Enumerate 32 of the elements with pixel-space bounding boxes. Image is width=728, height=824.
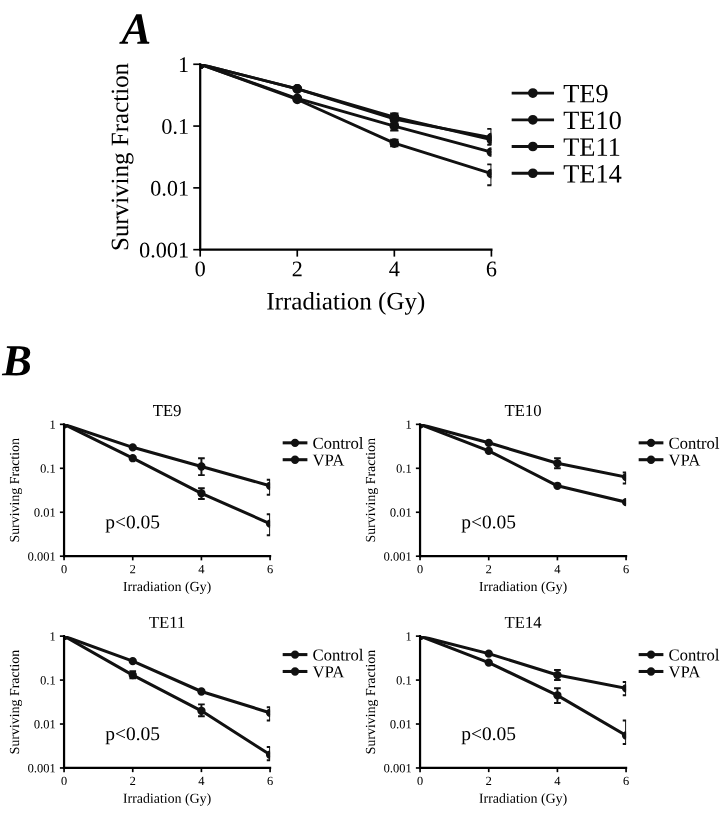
legend-label: VPA xyxy=(312,666,345,678)
y-tick-label: 1 xyxy=(179,57,188,72)
annotation: p<0.05 xyxy=(461,727,516,745)
legend-label: Control xyxy=(313,648,364,661)
text: A xyxy=(119,14,150,44)
legend-label: VPA xyxy=(668,666,701,678)
chart-title: TE10 xyxy=(504,404,541,417)
legend-label: TE10 xyxy=(563,111,621,130)
y-axis-title: Surviving Fraction xyxy=(111,63,134,250)
legend-label: Control xyxy=(669,437,720,449)
legend-label: VPA xyxy=(312,454,345,466)
x-axis-title: Irradiation (Gy) xyxy=(267,292,425,315)
x-tick-label: 6 xyxy=(486,261,497,277)
annotation: p<0.05 xyxy=(461,515,516,533)
x-tick-label: 0 xyxy=(195,261,205,277)
legend-label: TE11 xyxy=(563,138,620,156)
chart-title: TE14 xyxy=(504,616,542,628)
legend-label: Control xyxy=(313,437,364,449)
text: B xyxy=(1,346,31,376)
chart-title: TE11 xyxy=(149,616,185,628)
annotation: p<0.05 xyxy=(105,727,160,745)
chart-title: TE9 xyxy=(153,404,181,417)
y-tick-label: 0.1 xyxy=(162,119,188,135)
legend-label: TE9 xyxy=(563,84,608,103)
x-tick-label: 4 xyxy=(389,261,400,277)
y-tick-label: 0.01 xyxy=(151,180,188,196)
legend-label: VPA xyxy=(668,454,701,466)
x-tick-label: 2 xyxy=(292,261,302,277)
y-tick-label: 0.001 xyxy=(139,242,188,258)
annotation: p<0.05 xyxy=(105,515,160,533)
legend-label: TE14 xyxy=(563,165,622,183)
legend-label: Control xyxy=(669,648,720,661)
